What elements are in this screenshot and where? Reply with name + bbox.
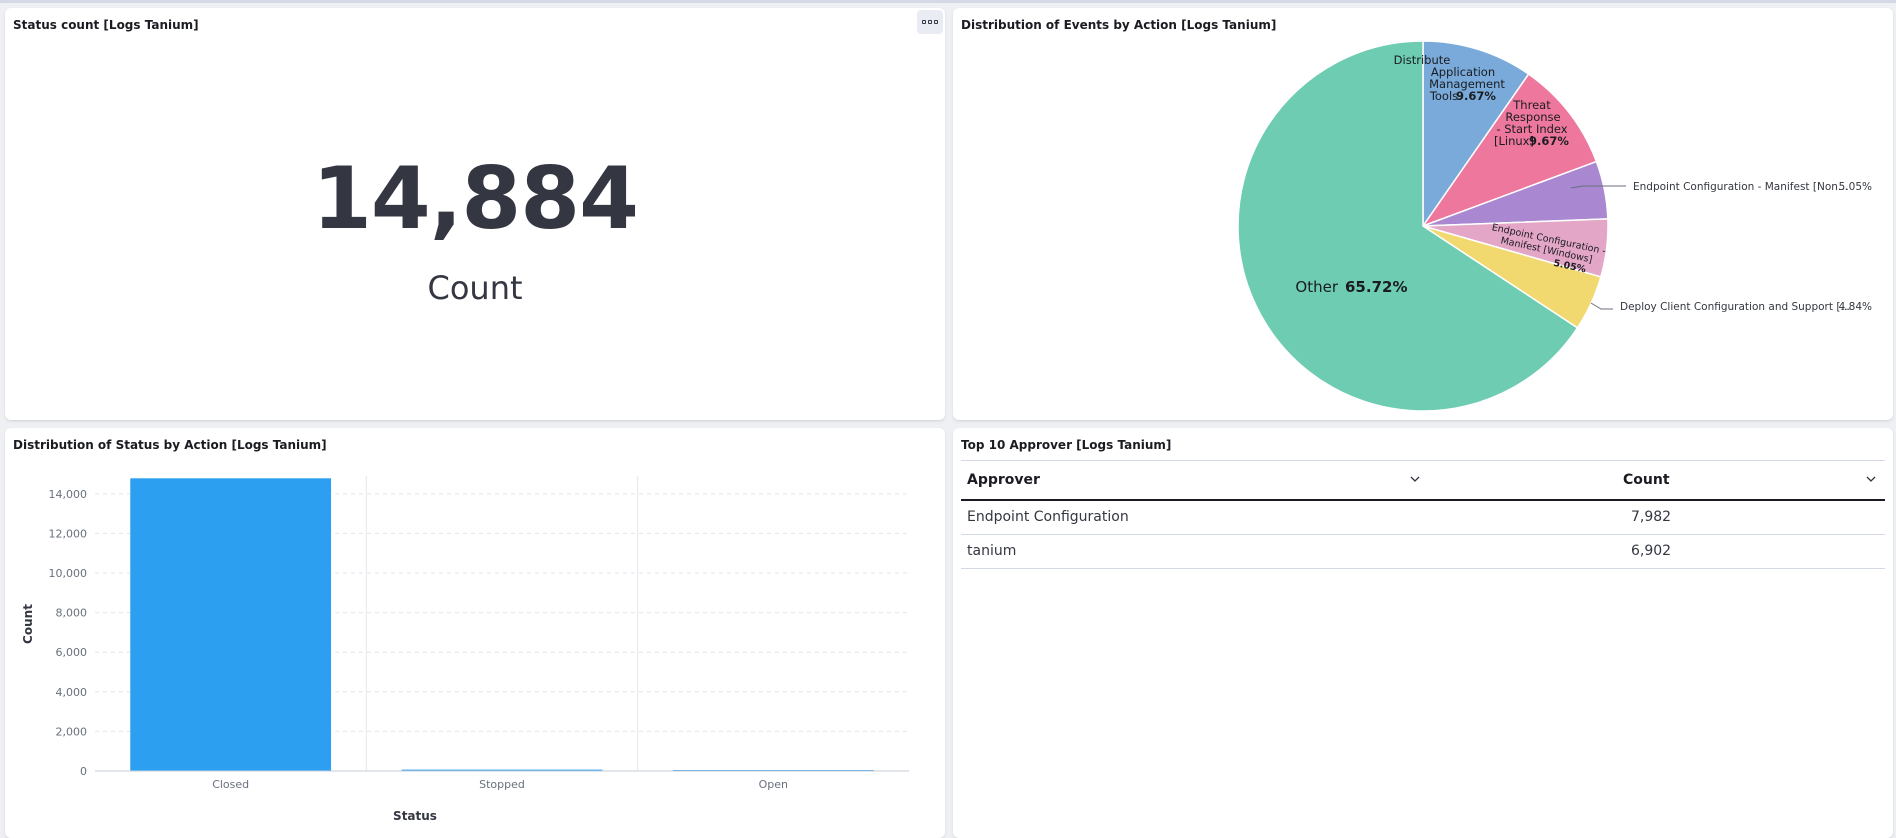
pie-slice[interactable] — [1422, 40, 1530, 229]
slice-outer-label: Deploy Client Configuration and Support … — [1620, 301, 1850, 313]
pie-slice[interactable] — [1237, 40, 1579, 412]
metric-label: Count — [427, 269, 523, 307]
panel-title: Distribution of Events by Action [Logs T… — [961, 18, 1277, 32]
slice-label-line: Distribute — [1394, 53, 1451, 67]
column-header-approver[interactable]: Approver — [967, 472, 1040, 488]
pie-slice[interactable] — [1421, 73, 1598, 228]
slice-label-line: [Linux] — [1494, 134, 1534, 148]
column-header-count[interactable]: Count — [1623, 472, 1670, 488]
slice-label-line: Response — [1505, 110, 1560, 124]
slice-label-line: Application — [1431, 65, 1495, 79]
chevron-down-icon[interactable] — [1407, 471, 1423, 487]
slice-outer-label: Endpoint Configuration - Manifest [Non..… — [1633, 181, 1848, 193]
y-tick-label: 6,000 — [56, 646, 88, 659]
slice-label-line: Management — [1429, 77, 1505, 91]
panel-title: Top 10 Approver [Logs Tanium] — [961, 438, 1172, 452]
ellipsis-icon — [922, 20, 926, 24]
slice-label-line: Tools — [1429, 89, 1458, 103]
pie-chart: Distribute Application Management Tools … — [1237, 40, 1872, 412]
y-tick-label: 14,000 — [49, 488, 88, 501]
y-tick-label: 10,000 — [49, 567, 88, 580]
y-tick-label: 4,000 — [56, 686, 88, 699]
x-axis-title: Status — [393, 809, 437, 823]
y-tick-label: 12,000 — [49, 527, 88, 540]
panel-title: Status count [Logs Tanium] — [13, 18, 199, 32]
bar[interactable] — [130, 478, 332, 771]
bar[interactable] — [401, 769, 603, 771]
status-by-action-panel: Distribution of Status by Action [Logs T… — [5, 428, 945, 838]
slice-label-line: Threat — [1512, 98, 1551, 112]
slice-label-line: - Start Index — [1496, 122, 1567, 136]
status-count-panel: Status count [Logs Tanium] 14,884 Count — [5, 8, 945, 420]
cell-approver: Endpoint Configuration — [967, 509, 1129, 525]
cell-count: 6,902 — [1631, 543, 1672, 559]
ellipsis-icon — [934, 20, 938, 24]
slice-outer-percent: 4.84% — [1839, 301, 1872, 313]
y-tick-label: 2,000 — [56, 725, 88, 738]
x-tick-label: Open — [759, 778, 788, 791]
slice-percent: 65.72% — [1345, 278, 1407, 296]
chevron-down-icon[interactable] — [1863, 471, 1879, 487]
ellipsis-icon — [928, 20, 932, 24]
top-border — [0, 0, 1896, 3]
slice-outer-percent: 5.05% — [1839, 181, 1872, 193]
events-by-action-panel: Distribution of Events by Action [Logs T… — [953, 8, 1893, 420]
panel-options-button[interactable] — [917, 10, 943, 34]
cell-approver: tanium — [967, 543, 1017, 559]
leader-line — [1570, 185, 1626, 189]
table-header: Approver Count — [961, 460, 1885, 501]
table-row: tanium 6,902 — [961, 535, 1885, 569]
slice-percent: 9.67% — [1456, 89, 1496, 103]
cell-count: 7,982 — [1631, 509, 1672, 525]
x-tick-label: Stopped — [479, 778, 525, 791]
slice-percent: 9.67% — [1529, 134, 1569, 148]
leader-line — [1590, 302, 1613, 310]
y-tick-label: 8,000 — [56, 607, 88, 620]
y-tick-label: 0 — [80, 765, 87, 778]
y-axis-title: Count — [21, 604, 35, 644]
bar-chart: 0 2,000 4,000 6,000 8,000 10,000 12,000 14,000 C… — [21, 476, 909, 823]
panel-title: Distribution of Status by Action [Logs T… — [13, 438, 327, 452]
table-row: Endpoint Configuration 7,982 — [961, 501, 1885, 535]
x-tick-label: Closed — [212, 778, 249, 791]
slice-label-line: Other — [1295, 278, 1338, 296]
top-approver-panel: Top 10 Approver [Logs Tanium] Approver C… — [953, 428, 1893, 838]
metric-value: 14,884 — [312, 149, 639, 249]
